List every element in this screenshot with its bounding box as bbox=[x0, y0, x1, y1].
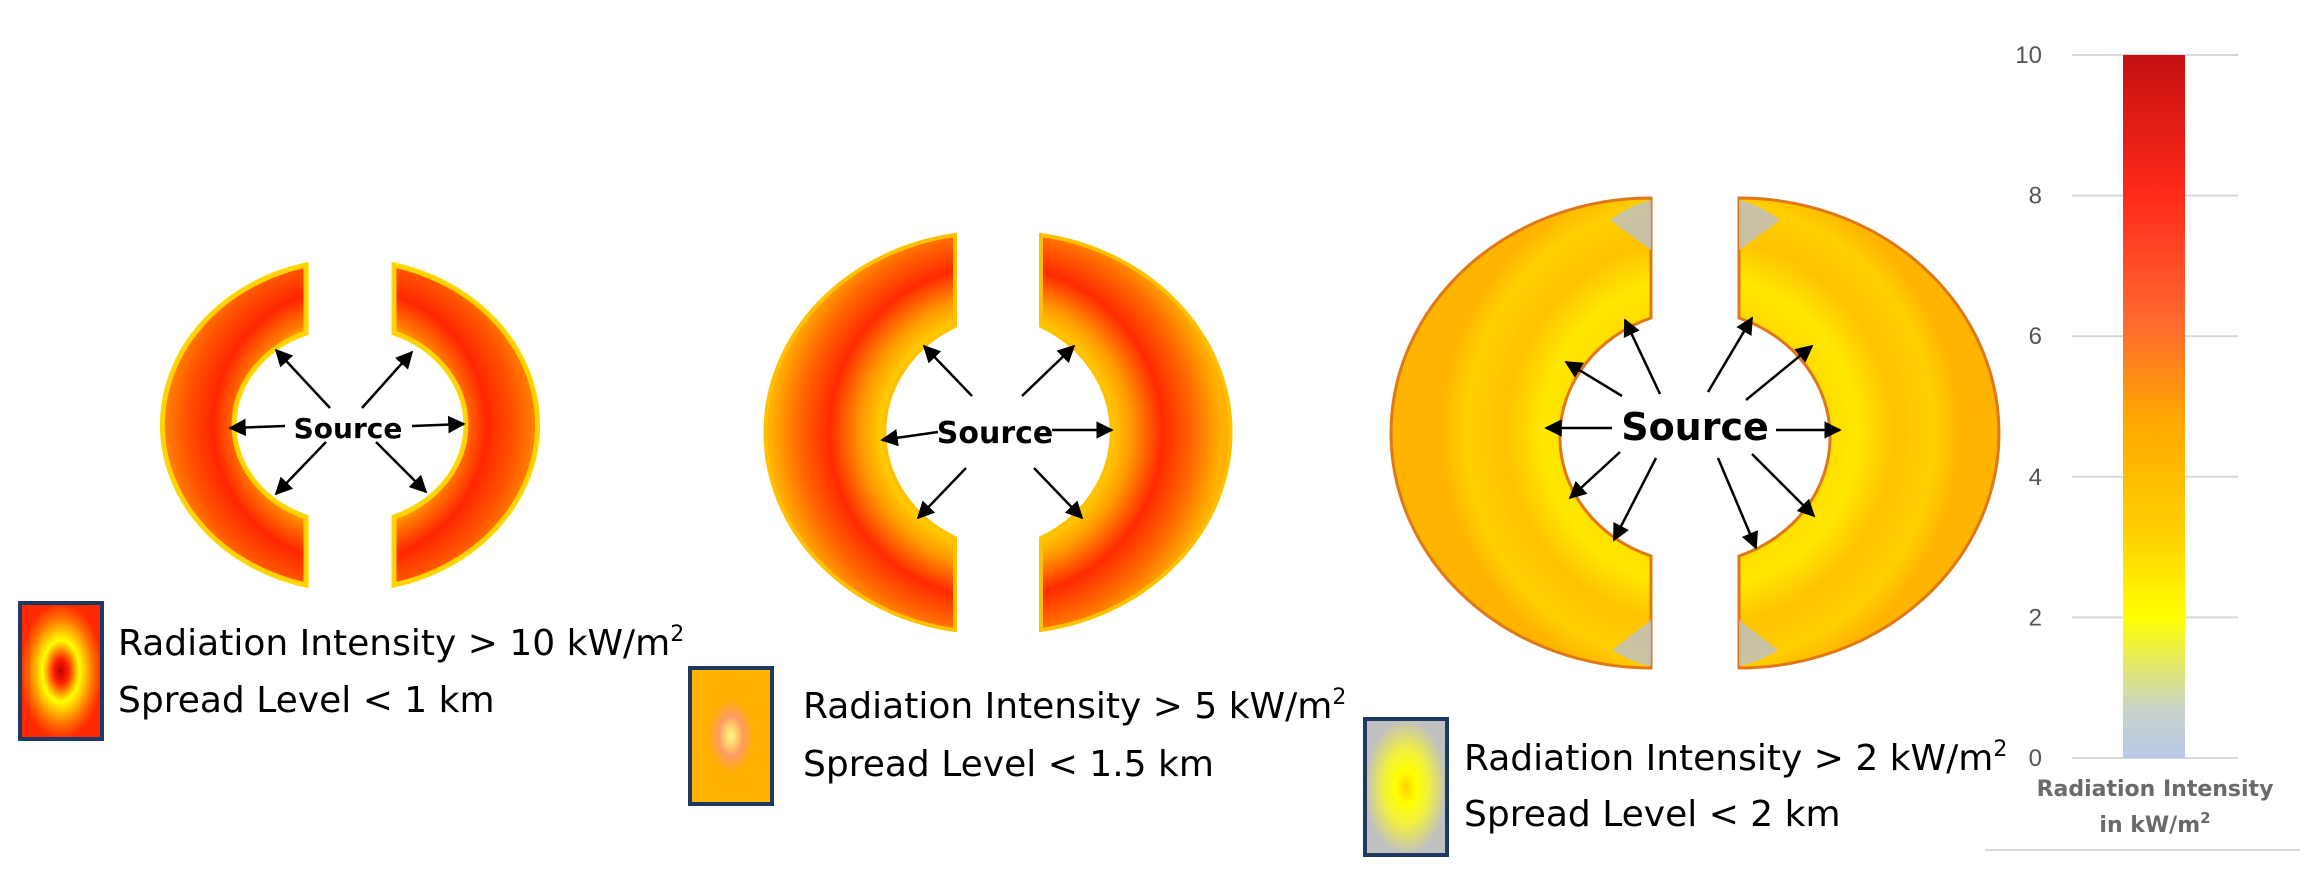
scale-caption-line2: in kW/m2 bbox=[2099, 809, 2210, 838]
zone-3-gray-tints bbox=[1610, 200, 1780, 666]
zone-1-right-half bbox=[391, 261, 541, 589]
zone-2: Source bbox=[763, 232, 1233, 633]
zone-3-right-half bbox=[1737, 196, 2001, 670]
scale-tick-label: 0 bbox=[2029, 745, 2042, 772]
scale-tick-labels: 0 2 4 6 8 10 bbox=[2015, 42, 2042, 772]
zone-1: Source bbox=[159, 261, 541, 589]
zone-3-left-half bbox=[1389, 196, 1653, 670]
legend-2-spread: Spread Level < 1.5 km bbox=[803, 744, 1214, 785]
zone-1-left-half bbox=[159, 261, 309, 589]
legend-3-label: Radiation Intensity > 2 kW/m2 bbox=[1464, 737, 2007, 779]
zone-2-right-half bbox=[1039, 232, 1233, 633]
scale-tick-label: 8 bbox=[2029, 183, 2042, 210]
zone-3: Source bbox=[1389, 196, 2001, 670]
legend-1-spread: Spread Level < 1 km bbox=[118, 680, 495, 721]
legend-1-swatch bbox=[18, 601, 104, 741]
scale-tick-label: 10 bbox=[2015, 42, 2042, 69]
zone-2-arrows bbox=[880, 344, 1114, 520]
scale-tick-label: 2 bbox=[2029, 604, 2042, 631]
legend-3-spread: Spread Level < 2 km bbox=[1464, 794, 1841, 835]
scale-tick-label: 6 bbox=[2029, 323, 2042, 350]
intensity-scale: 0 2 4 6 8 10 Radiation Intensity in kW/m2 bbox=[1985, 42, 2300, 851]
zone-2-left-half bbox=[763, 232, 957, 633]
zone-1-source-label: Source bbox=[294, 412, 403, 445]
legend-1-label: Radiation Intensity > 10 kW/m2 bbox=[118, 622, 684, 664]
zone-3-arrows bbox=[1544, 316, 1842, 550]
zone-2-source-label: Source bbox=[937, 416, 1054, 451]
scale-tick-label: 4 bbox=[2029, 464, 2042, 491]
zone-1-arrows bbox=[228, 348, 466, 496]
scale-caption-line1: Radiation Intensity bbox=[2037, 777, 2274, 802]
zone-3-source-label: Source bbox=[1621, 405, 1769, 449]
legend-2-swatch bbox=[688, 666, 774, 806]
scale-bar bbox=[2123, 55, 2185, 758]
legend-1: Radiation Intensity > 10 kW/m2 Spread Le… bbox=[18, 601, 684, 741]
legend-2: Radiation Intensity > 5 kW/m2 Spread Lev… bbox=[688, 666, 1346, 806]
legend-3: Radiation Intensity > 2 kW/m2 Spread Lev… bbox=[1363, 717, 2007, 857]
legend-3-swatch bbox=[1363, 717, 1449, 857]
legend-2-label: Radiation Intensity > 5 kW/m2 bbox=[803, 685, 1346, 727]
